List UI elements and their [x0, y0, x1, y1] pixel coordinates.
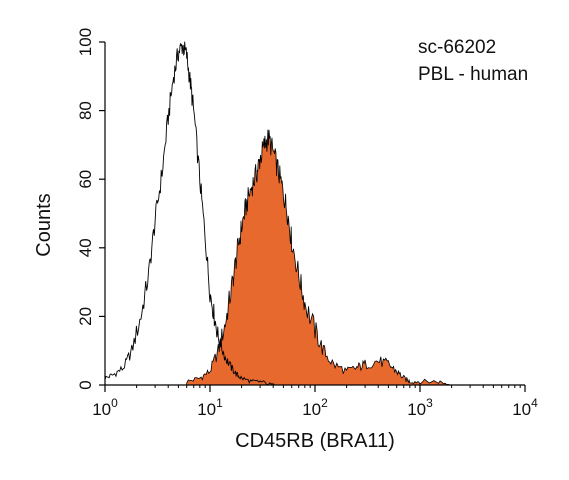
series-layer — [104, 41, 452, 386]
y-tick-label: 0 — [76, 380, 95, 389]
x-tick-label: 104 — [512, 396, 538, 419]
y-tick-label: 40 — [76, 238, 95, 257]
annotation-line-1: sc-66202 — [418, 37, 496, 58]
x-tick-label: 100 — [92, 396, 118, 419]
y-tick-label: 60 — [76, 170, 95, 189]
y-tick-label: 20 — [76, 307, 95, 326]
filled-histogram-series — [186, 129, 452, 386]
x-tick-label: 103 — [407, 396, 433, 419]
x-axis-label: CD45RB (BRA11) — [235, 430, 395, 452]
y-axis-label: Counts — [33, 193, 55, 256]
ticks-layer: 0 20 40 60 80 100 100 101 102 103 104 — [76, 28, 538, 419]
x-tick-label: 101 — [197, 396, 223, 419]
x-tick-label: 102 — [302, 396, 328, 419]
y-tick-label: 100 — [76, 28, 95, 56]
annotation-line-2: PBL - human — [418, 64, 528, 85]
y-tick-label: 80 — [76, 101, 95, 120]
control-histogram-series — [104, 41, 284, 386]
